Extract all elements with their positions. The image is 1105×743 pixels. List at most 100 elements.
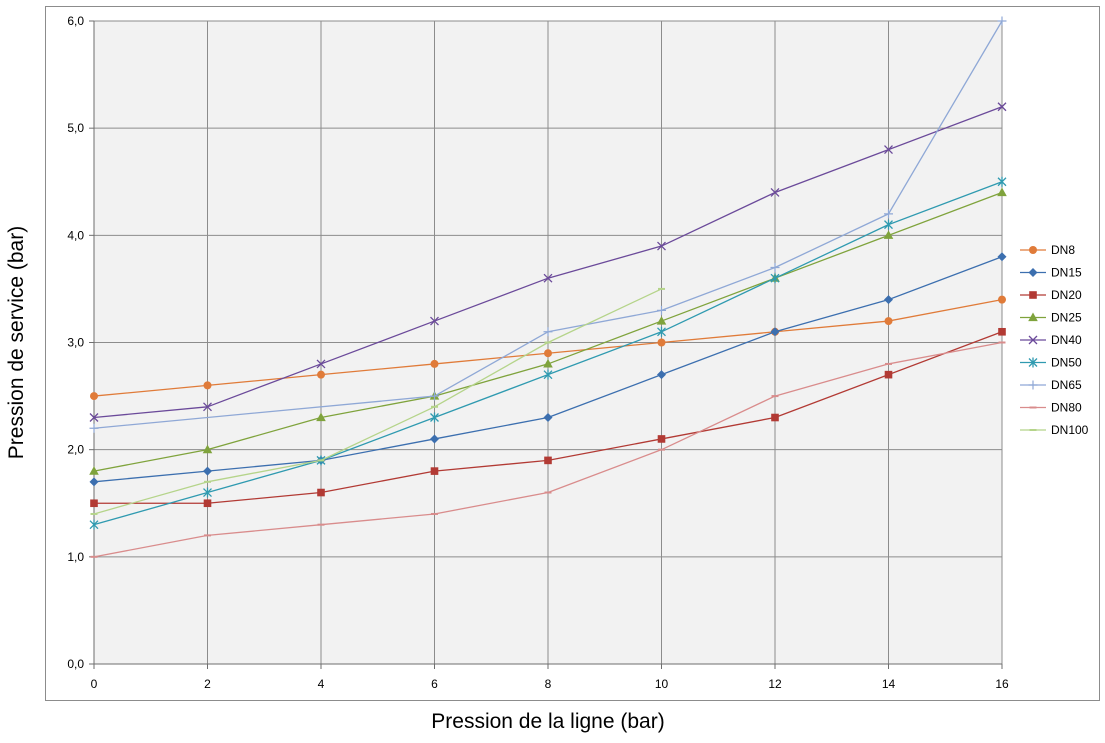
y-tick-label: 1,0 (67, 550, 84, 564)
data-point-dn40 (316, 359, 326, 369)
y-tick-label: 5,0 (67, 121, 84, 135)
legend-label: DN8 (1051, 243, 1075, 257)
data-point-dn25 (656, 316, 667, 325)
data-point-dn65 (543, 327, 553, 337)
data-point-dn25 (883, 230, 894, 239)
data-point-dn40 (997, 102, 1007, 112)
x-tick-label: 12 (768, 677, 782, 691)
legend-marker (1028, 268, 1038, 277)
data-point-dn8 (317, 370, 325, 379)
data-point-dn8 (544, 349, 552, 358)
x-tick-label: 8 (545, 677, 552, 691)
legend-item-dn100: DN100 (1020, 423, 1089, 437)
series-dn80 (90, 341, 1006, 558)
data-point-dn50 (997, 176, 1007, 187)
x-tick-label: 16 (995, 677, 1009, 691)
data-point-dn40 (543, 273, 553, 283)
legend-label: DN15 (1051, 266, 1082, 280)
x-tick-label: 0 (91, 677, 98, 691)
legend-item-dn25: DN25 (1020, 311, 1082, 325)
data-point-dn50 (89, 519, 99, 530)
data-point-dn50 (770, 273, 780, 284)
x-tick-label: 6 (431, 677, 438, 691)
legend: DN8 DN15 DN20 DN25 DN40 DN50 DN65 DN80 DN100 (1020, 243, 1089, 437)
data-point-dn15 (884, 295, 893, 305)
legend-item-dn80: DN80 (1020, 401, 1082, 415)
series-line-dn100 (93, 288, 662, 515)
series-dn15 (89, 252, 1007, 487)
data-point-dn8 (203, 381, 212, 390)
data-point-dn15 (770, 327, 780, 337)
legend-label: DN25 (1051, 311, 1082, 325)
data-point-dn8 (90, 392, 98, 401)
data-point-dn40 (203, 402, 212, 412)
data-point-dn65 (997, 16, 1007, 26)
legend-item-dn65: DN65 (1020, 378, 1082, 392)
y-tick-label: 6,0 (67, 14, 84, 28)
data-point-dn50 (657, 326, 666, 337)
legend-marker (1028, 312, 1038, 322)
x-tick-label: 4 (318, 677, 325, 691)
data-point-dn50 (884, 219, 893, 230)
legend-label: DN80 (1051, 401, 1082, 415)
legend-marker (1028, 380, 1038, 390)
legend-item-dn8: DN8 (1020, 243, 1075, 257)
legend-marker (1028, 357, 1038, 368)
legend-marker (1028, 335, 1038, 345)
data-point-dn20 (884, 370, 893, 379)
data-point-dn25 (997, 187, 1007, 197)
data-point-dn15 (203, 466, 212, 476)
legend-item-dn20: DN20 (1020, 288, 1082, 302)
data-point-dn15 (657, 370, 666, 380)
series-dn50 (89, 176, 1007, 530)
series-dn100 (90, 287, 665, 515)
data-point-dn8 (884, 317, 893, 326)
data-point-dn25 (543, 358, 553, 368)
data-point-dn15 (543, 413, 553, 423)
legend-marker (1029, 246, 1037, 254)
data-point-dn65 (770, 262, 780, 272)
data-point-dn25 (316, 412, 326, 422)
data-point-dn65 (430, 391, 439, 401)
data-point-dn50 (543, 369, 553, 380)
data-point-dn40 (89, 413, 99, 422)
data-point-dn40 (884, 145, 893, 155)
data-point-dn25 (202, 444, 213, 454)
data-point-dn65 (884, 209, 893, 219)
legend-marker (1029, 291, 1037, 299)
x-axis-title: Pression de la ligne (bar) (431, 710, 664, 733)
y-tick-label: 4,0 (67, 228, 84, 242)
data-point-dn65 (89, 423, 99, 433)
y-tick-label: 0,0 (67, 657, 84, 671)
data-point-dn20 (90, 499, 98, 508)
data-point-dn25 (89, 466, 99, 475)
data-point-dn20 (430, 467, 439, 475)
series-dn20 (90, 327, 1006, 508)
data-point-dn40 (657, 241, 666, 251)
series-dn40 (89, 102, 1007, 422)
data-point-dn20 (657, 435, 666, 443)
data-point-dn20 (998, 327, 1006, 336)
x-tick-label: 14 (882, 677, 896, 691)
y-tick-label: 3,0 (67, 336, 84, 350)
legend-label: DN100 (1051, 423, 1089, 437)
data-point-dn20 (544, 456, 552, 465)
data-point-dn15 (89, 477, 99, 487)
x-tick-label: 10 (655, 677, 669, 691)
data-point-dn50 (203, 487, 212, 498)
series-layer (89, 16, 1007, 558)
data-point-dn40 (430, 316, 439, 326)
data-point-dn8 (657, 338, 666, 347)
y-axis-title: Pression de service (bar) (5, 226, 28, 459)
legend-item-dn40: DN40 (1020, 333, 1082, 347)
data-point-dn20 (317, 488, 325, 497)
legend-label: DN50 (1051, 356, 1082, 370)
data-point-dn40 (770, 188, 780, 197)
data-point-dn20 (771, 413, 779, 422)
data-point-dn15 (997, 252, 1007, 262)
data-point-dn8 (430, 359, 439, 368)
legend-label: DN20 (1051, 288, 1082, 302)
data-point-dn20 (203, 499, 212, 508)
